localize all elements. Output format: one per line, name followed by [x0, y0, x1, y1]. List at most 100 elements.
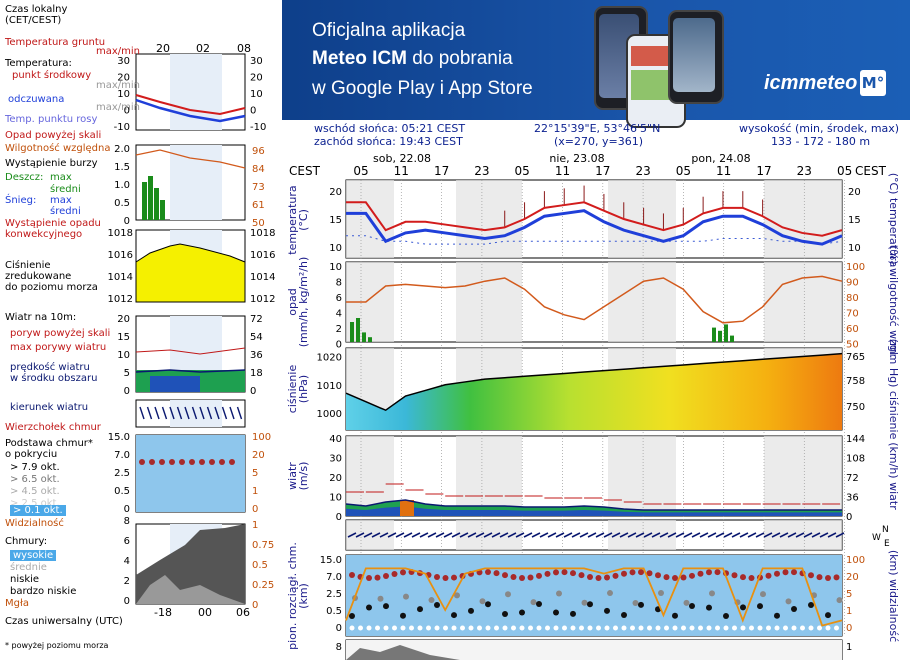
cloudbase-dot-01	[417, 625, 423, 631]
cloudbase-dot-79	[366, 574, 372, 581]
wind-arrow	[499, 532, 509, 538]
wind-arrow	[699, 532, 709, 538]
wind-arrow	[475, 532, 485, 538]
cloudbase-dot-01	[562, 625, 567, 631]
cloudbase-dot-01	[706, 625, 712, 631]
cloudbase-dot-79	[638, 569, 644, 576]
cloudbase-dot-65	[519, 609, 525, 616]
cloudbase-dot-79	[451, 574, 457, 581]
legend-cloud-frac-tick: 1	[252, 520, 258, 531]
night-band	[608, 180, 676, 258]
legend-label: punkt środkowy	[12, 70, 92, 81]
app-promo-banner[interactable]: Oficjalna aplikacja Meteo ICM do pobrani…	[282, 0, 910, 128]
cloudbase-dot-01	[358, 625, 363, 631]
legend-base-dot	[209, 459, 215, 465]
legend-panel: Czas lokalny (CET/CEST) Temperatura grunt…	[0, 0, 282, 660]
temp-tick-left: 15	[329, 215, 342, 226]
cloudbase-dot-01	[528, 625, 533, 631]
cloudbase-dot-01	[477, 625, 482, 631]
cloudbase-dot-45	[760, 591, 766, 598]
legend-label: niskie	[10, 574, 40, 585]
cloudbase-dot-65	[417, 606, 423, 613]
wind-arrow	[403, 532, 413, 538]
legend-label: > 4.5 okt.	[10, 486, 60, 497]
wind-arrow	[675, 532, 685, 538]
wind-arrow	[619, 532, 629, 538]
legend-humidity-line	[135, 149, 246, 169]
cloudbase-dot-65	[451, 612, 457, 619]
coordinates: 22°15'39"E, 53°46'5"N	[534, 122, 661, 135]
cloudbase-dot-45	[505, 591, 511, 598]
legend-pressure-area	[135, 243, 246, 303]
cloudbase-dot-01	[672, 625, 678, 631]
legend-wind-arrow	[146, 406, 153, 420]
cloudbase-dot-79	[434, 573, 440, 580]
wind-arrow	[523, 532, 533, 538]
cloudbase-dot-79	[816, 574, 823, 581]
legend-mini-chart: 3020100-103020100-102.01.51.00.509684736…	[108, 42, 276, 619]
wind-arrow	[563, 532, 573, 538]
wind-arrow	[763, 532, 773, 538]
pressure-tick: 1020	[317, 352, 342, 363]
hour-tick: 23	[797, 164, 812, 178]
hour-tick: 23	[474, 164, 489, 178]
panel-ylabel: ciśnienie	[286, 365, 299, 414]
legend-hum-tick: 96	[252, 146, 265, 157]
legend-wind-tick: 20	[117, 314, 130, 325]
cloudbase-dot-01	[800, 625, 805, 631]
icmmeteo-logo[interactable]: icmmeteo M°	[758, 68, 898, 102]
legend-temp-tick: 30	[117, 56, 130, 67]
precip-tick: 2	[336, 324, 342, 335]
cloudbase-dot-79	[442, 574, 449, 581]
legend-label: bardzo niskie	[10, 586, 77, 597]
legend-temp-tick: 0	[124, 106, 130, 117]
cloudbase-dot-79	[808, 572, 814, 579]
cloudbase-dot-01	[502, 625, 508, 631]
cloudbase-dot-45	[377, 595, 384, 602]
cloudbase-dot-79	[544, 570, 551, 577]
humidity-line	[346, 275, 843, 324]
cloudbase-dot-45	[658, 590, 664, 597]
legend-rain-bar	[160, 200, 165, 220]
panel-ylabel: (km)	[297, 583, 310, 609]
precip-bar	[362, 332, 366, 342]
cloudbase-dot-01	[451, 625, 457, 631]
wind-arrow	[379, 532, 389, 538]
cloudbase-dot-65	[400, 612, 406, 619]
cloudbase-dot-01	[545, 625, 550, 631]
legend-press-tick-right: 1016	[250, 250, 275, 261]
wind-arrow	[539, 532, 549, 538]
cloudbase-dot-79	[706, 569, 712, 576]
legend-base-dot	[229, 459, 235, 465]
legend-cloud-tick: 6	[124, 536, 130, 547]
wind-arrow	[555, 532, 565, 538]
cloudbase-dot-65	[723, 612, 729, 619]
wind-arrow	[395, 532, 405, 538]
legend-night-band	[170, 145, 222, 220]
legend-rain-tick: 1.5	[114, 162, 130, 173]
cloudbase-dot-01	[740, 625, 746, 631]
cloudbase-dot-45	[607, 590, 613, 597]
wind-arrow	[683, 532, 693, 538]
cloudbase-dot-01	[630, 625, 635, 631]
legend-wind-kmh-tick: 54	[250, 332, 263, 343]
night-band	[764, 436, 842, 516]
night-band	[764, 262, 842, 342]
cloudbase-dot-79	[561, 569, 568, 576]
precip-bar	[724, 324, 728, 342]
cloudbase-dot-01	[749, 625, 754, 631]
humidity-tick: 90	[846, 278, 859, 289]
cloudbase-dot-01	[604, 625, 610, 631]
compass-n: N	[882, 525, 889, 535]
legend-press-tick: 1014	[108, 272, 133, 283]
legend-cloud-frac-tick: 0.25	[252, 580, 274, 591]
legend-vis-tick: 20	[252, 450, 265, 461]
tz-left-label: CEST	[289, 164, 321, 178]
legend-wind-arrow	[236, 406, 243, 420]
cloudbase-dot-01	[375, 625, 380, 631]
legend-label: max porywy wiatru	[10, 342, 107, 353]
legend-wind-tick: 15	[117, 332, 130, 343]
cloudbase-dot-01	[460, 625, 465, 631]
cloudbase-dot-01	[689, 625, 695, 631]
visibility-tick: 5	[846, 589, 852, 600]
